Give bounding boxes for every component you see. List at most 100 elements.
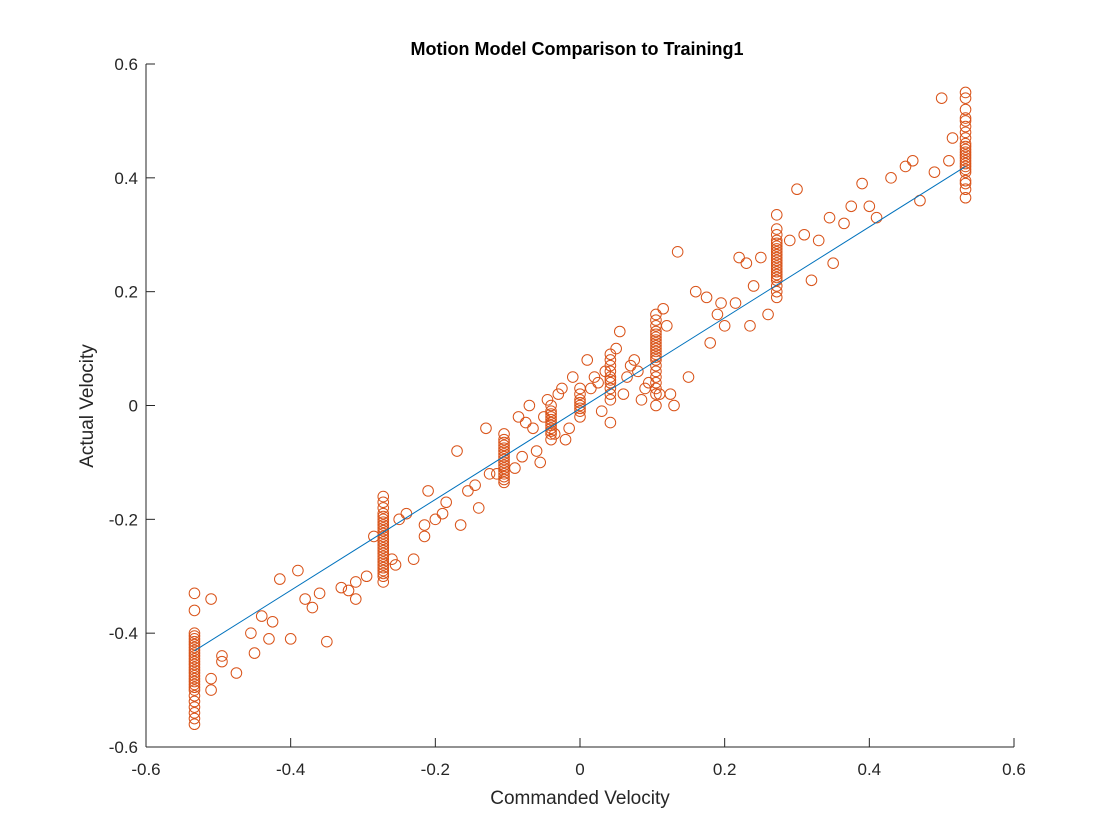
y-axis-ticks: -0.6 -0.4 -0.2 0 0.2 0.4 0.6	[109, 55, 155, 757]
y-tick-label: -0.4	[109, 624, 138, 643]
data-point	[188, 635, 201, 648]
data-point	[959, 152, 972, 164]
data-point	[621, 371, 633, 383]
data-point	[959, 126, 972, 139]
data-point	[595, 405, 608, 417]
y-tick-label: 0	[129, 397, 138, 416]
data-point	[377, 550, 390, 563]
data-point	[545, 399, 557, 412]
data-point	[377, 541, 390, 554]
y-tick-label: 0.4	[114, 169, 138, 188]
data-point	[959, 132, 972, 144]
data-point	[188, 633, 201, 645]
data-point	[498, 459, 510, 472]
data-point	[770, 271, 783, 284]
data-point	[205, 684, 217, 696]
chart-title: Motion Model Comparison to Training1	[411, 39, 744, 59]
data-point	[650, 354, 662, 366]
data-point	[689, 285, 702, 298]
data-point	[292, 564, 304, 577]
data-point	[377, 559, 390, 571]
x-tick-label: 0.6	[1002, 760, 1026, 779]
data-point	[715, 297, 727, 309]
data-point	[604, 416, 617, 429]
data-point	[650, 348, 662, 361]
data-point	[389, 559, 402, 571]
data-point	[498, 436, 510, 449]
data-point	[650, 328, 662, 341]
data-point	[959, 160, 972, 173]
data-point	[744, 320, 756, 332]
data-point	[668, 399, 680, 412]
data-point	[650, 376, 662, 389]
data-point	[718, 320, 731, 332]
data-point	[906, 154, 919, 167]
data-point	[812, 234, 825, 247]
data-point	[545, 411, 557, 423]
data-point	[798, 228, 811, 241]
data-point	[585, 382, 597, 395]
data-point	[400, 507, 413, 520]
data-point	[959, 120, 972, 133]
data-point	[943, 154, 955, 167]
data-point	[188, 652, 201, 665]
data-point	[624, 359, 637, 372]
data-point	[661, 320, 673, 332]
data-point	[377, 530, 390, 543]
data-point	[959, 115, 972, 127]
data-point	[946, 132, 959, 144]
data-point	[509, 462, 521, 474]
data-point	[188, 712, 201, 725]
data-point	[498, 476, 510, 489]
data-point	[650, 342, 662, 355]
data-point	[377, 502, 390, 514]
data-point	[559, 433, 572, 446]
x-tick-label: -0.6	[131, 760, 160, 779]
data-point	[188, 681, 201, 694]
y-tick-label: -0.6	[109, 738, 138, 757]
data-point	[650, 337, 662, 349]
data-point	[451, 445, 463, 457]
data-point	[469, 479, 481, 491]
data-point	[306, 601, 319, 614]
data-point	[700, 291, 713, 304]
data-point	[377, 576, 390, 588]
data-point	[863, 200, 876, 213]
plot-area	[188, 86, 972, 731]
data-point	[188, 667, 201, 679]
data-point	[545, 422, 557, 435]
data-point	[545, 428, 557, 440]
data-point	[548, 428, 561, 440]
data-point	[284, 633, 297, 645]
data-point	[959, 146, 972, 159]
data-point	[541, 394, 554, 406]
data-point	[959, 191, 972, 204]
data-point	[188, 630, 201, 642]
data-point	[266, 615, 279, 628]
data-point	[650, 399, 662, 412]
data-point	[613, 325, 626, 338]
data-point	[349, 593, 362, 605]
data-point	[377, 496, 390, 509]
data-point	[188, 661, 201, 674]
data-point	[770, 234, 783, 247]
data-point	[959, 157, 972, 170]
data-point	[845, 200, 858, 213]
data-point	[610, 342, 622, 355]
data-point	[959, 174, 972, 187]
data-point	[563, 422, 575, 435]
data-point	[349, 576, 362, 588]
data-point	[770, 237, 783, 250]
x-tick-label: -0.4	[276, 760, 305, 779]
data-point	[377, 516, 390, 528]
data-point	[545, 433, 557, 446]
data-point	[188, 658, 201, 671]
data-point	[498, 473, 510, 486]
data-point	[935, 92, 948, 104]
data-point	[770, 265, 783, 278]
data-point	[762, 308, 774, 321]
data-point	[462, 485, 474, 497]
data-point	[770, 228, 783, 241]
data-point	[188, 644, 201, 657]
data-point	[498, 465, 510, 477]
